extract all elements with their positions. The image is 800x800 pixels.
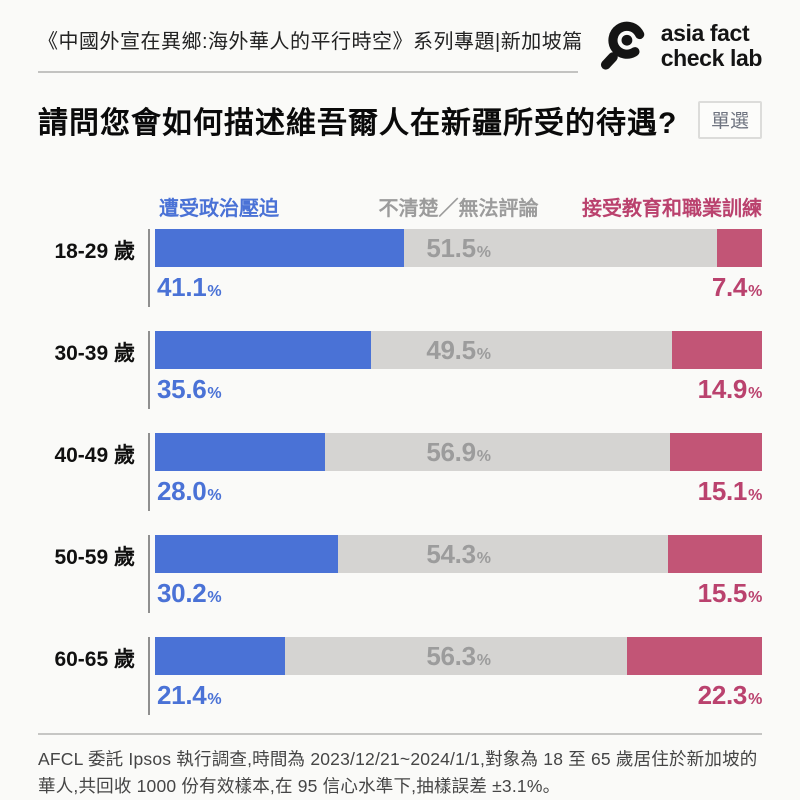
footer: AFCL 委託 Ipsos 執行調查,時間為 2023/12/21~2024/1… (38, 733, 762, 800)
age-group-label: 40-49 歲 (54, 444, 135, 467)
bar-area: 56.3% 21.4% 22.3% (148, 637, 762, 715)
stacked-bar: 56.3% (155, 637, 762, 675)
age-group-label: 60-65 歲 (54, 648, 135, 671)
value-label-unclear-no-comment: 56.3% (426, 640, 491, 671)
stacked-bar: 51.5% (155, 229, 762, 267)
bar-area: 49.5% 35.6% 14.9% (148, 331, 762, 409)
stacked-bar-chart: 遭受政治壓迫 不清楚／無法評論 接受教育和職業訓練 18-29 歲 51.5% … (38, 192, 762, 715)
value-label-political-oppression: 41.1% (157, 272, 222, 302)
age-group-label: 30-39 歲 (54, 342, 135, 365)
bar-segment-education-training (671, 331, 762, 369)
chart-rows: 18-29 歲 51.5% 41.1% 7.4% 30-39 歲 49.5% (38, 229, 762, 715)
bar-segment-unclear-no-comment (404, 229, 718, 267)
age-group-label: 18-29 歲 (54, 240, 135, 263)
value-label-political-oppression: 35.6% (157, 374, 222, 404)
value-label-education-training: 15.5% (697, 578, 763, 608)
value-label-row: 21.4% 22.3% (155, 675, 762, 715)
value-label-education-training: 22.3% (697, 680, 763, 710)
legend-item-education-training: 接受教育和職業訓練 (582, 198, 762, 220)
value-label-row: 41.1% 7.4% (155, 267, 762, 307)
bar-segment-education-training (667, 535, 762, 573)
bar-segment-education-training (626, 637, 762, 675)
bar-area: 51.5% 41.1% 7.4% (148, 229, 762, 307)
value-label-political-oppression: 30.2% (157, 578, 222, 608)
series-title: 《中國外宣在異鄉:海外華人的平行時空》系列專題|新加坡篇 (38, 31, 583, 53)
bar-segment-unclear-no-comment (284, 637, 627, 675)
bar-segment-unclear-no-comment (371, 331, 672, 369)
logo-wordmark: asia fact check lab (660, 19, 763, 72)
value-label-education-training: 14.9% (697, 374, 763, 404)
value-label-political-oppression: 21.4% (157, 680, 222, 710)
bar-segment-political-oppression (155, 229, 405, 267)
age-group-label: 50-59 歲 (54, 546, 135, 569)
header: 《中國外宣在異鄉:海外華人的平行時空》系列專題|新加坡篇 asia fact c… (38, 0, 762, 73)
bar-area: 54.3% 30.2% 15.5% (148, 535, 762, 613)
stacked-bar: 49.5% (155, 331, 762, 369)
bar-segment-education-training (670, 433, 762, 471)
value-label-row: 35.6% 14.9% (155, 369, 762, 409)
value-label-unclear-no-comment: 49.5% (426, 334, 491, 365)
legend-item-political-oppression: 遭受政治壓迫 (159, 198, 279, 220)
brand-logo: asia fact check lab (598, 20, 762, 72)
question-section: 請問您會如何描述維吾爾人在新疆所受的待遇? 單選 (38, 98, 762, 142)
magnifier-eye-icon (598, 20, 652, 72)
value-label-unclear-no-comment: 51.5% (426, 232, 491, 263)
bar-segment-unclear-no-comment (324, 433, 671, 471)
value-label-education-training: 15.1% (697, 476, 763, 506)
value-label-unclear-no-comment: 56.9% (426, 436, 491, 467)
bar-segment-political-oppression (155, 433, 325, 471)
value-label-political-oppression: 28.0% (157, 476, 222, 506)
chart-row: 40-49 歲 56.9% 28.0% 15.1% (38, 433, 762, 511)
bar-area: 56.9% 28.0% 15.1% (148, 433, 762, 511)
question-title: 請問您會如何描述維吾爾人在新疆所受的待遇? (38, 107, 678, 140)
bar-segment-political-oppression (155, 331, 372, 369)
bar-segment-political-oppression (155, 637, 285, 675)
stacked-bar: 54.3% (155, 535, 762, 573)
stacked-bar: 56.9% (155, 433, 762, 471)
chart-row: 60-65 歲 56.3% 21.4% 22.3% (38, 637, 762, 715)
chart-row: 50-59 歲 54.3% 30.2% 15.5% (38, 535, 762, 613)
methodology-note: AFCL 委託 Ipsos 執行調查,時間為 2023/12/21~2024/1… (38, 749, 758, 797)
single-choice-badge: 單選 (697, 101, 762, 139)
value-label-unclear-no-comment: 54.3% (426, 538, 491, 569)
logo-text-line2: check lab (660, 45, 763, 71)
footer-divider (38, 733, 762, 735)
value-label-education-training: 7.4% (711, 272, 762, 302)
bar-segment-education-training (717, 229, 762, 267)
chart-legend: 遭受政治壓迫 不清楚／無法評論 接受教育和職業訓練 (155, 192, 762, 220)
chart-row: 30-39 歲 49.5% 35.6% 14.9% (38, 331, 762, 409)
header-divider (38, 71, 578, 73)
value-label-row: 28.0% 15.1% (155, 471, 762, 511)
bar-segment-political-oppression (155, 535, 339, 573)
chart-row: 18-29 歲 51.5% 41.1% 7.4% (38, 229, 762, 307)
legend-item-unclear-no-comment: 不清楚／無法評論 (378, 198, 539, 220)
value-label-row: 30.2% 15.5% (155, 573, 762, 613)
bar-segment-unclear-no-comment (338, 535, 668, 573)
logo-text-line1: asia fact (660, 19, 750, 46)
